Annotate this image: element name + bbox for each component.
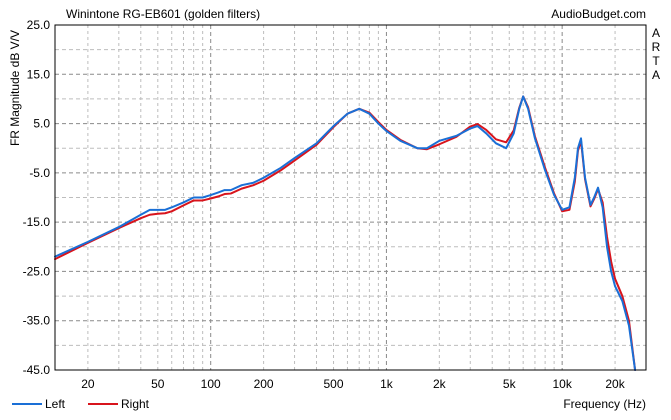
x-tick-label: 20k [605, 377, 625, 391]
y-tick-label: -5.0 [29, 166, 50, 180]
y-tick-label: -45.0 [23, 363, 51, 377]
y-tick-label: 25.0 [27, 18, 51, 32]
brand-label: AudioBudget.com [551, 7, 646, 21]
y-tick-label: 5.0 [33, 117, 50, 131]
x-tick-label: 200 [254, 377, 274, 391]
x-tick-label: 1k [380, 377, 394, 391]
x-tick-labels: 20 50 100 200 500 1k 2k 5k 10k 20k [81, 377, 626, 391]
x-tick-label: 5k [503, 377, 517, 391]
y-tick-label: -35.0 [23, 314, 51, 328]
arta-letter-a1: A [652, 26, 660, 40]
series-layer [54, 95, 637, 371]
x-axis-label: Frequency (Hz) [563, 397, 646, 411]
y-tick-label: -15.0 [23, 215, 51, 229]
arta-letter-t: T [652, 54, 660, 68]
x-tick-label: 2k [433, 377, 447, 391]
x-tick-label: 100 [201, 377, 221, 391]
x-tick-label: 10k [552, 377, 572, 391]
x-tick-label: 500 [324, 377, 344, 391]
series-line-left [54, 95, 637, 371]
y-axis-label: FR Magnitude dB V/V [8, 30, 22, 146]
x-tick-label: 50 [151, 377, 165, 391]
plot-frame [54, 24, 647, 371]
y-tick-label: 15.0 [27, 67, 51, 81]
legend-label-left: Left [45, 397, 66, 411]
y-tick-labels: 25.0 15.0 5.0 -5.0 -15.0 -25.0 -35.0 -45.0 [23, 18, 51, 377]
legend-label-right: Right [121, 397, 150, 411]
arta-letter-a2: A [652, 68, 660, 82]
chart-title: Winintone RG-EB601 (golden filters) [66, 7, 260, 21]
x-tick-label: 20 [81, 377, 95, 391]
legend: Left Right [12, 397, 150, 411]
y-tick-label: -25.0 [23, 264, 51, 278]
arta-letter-r: R [652, 40, 661, 54]
